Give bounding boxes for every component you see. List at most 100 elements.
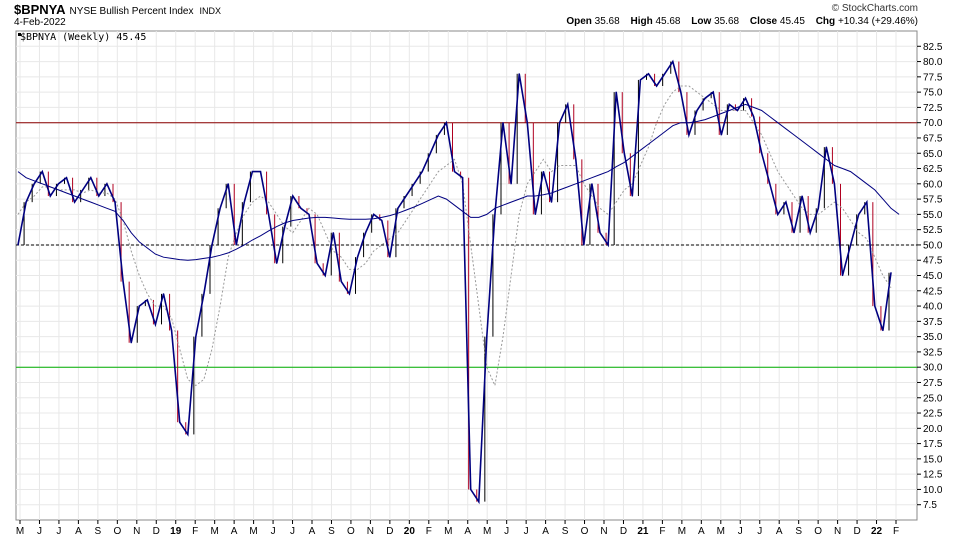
price-point: [130, 342, 132, 344]
y-tick-label: 77.5: [923, 72, 943, 83]
y-tick-label: 55.0: [923, 210, 943, 221]
legend-swatch: [18, 33, 21, 36]
price-point: [203, 293, 205, 295]
price-point: [785, 201, 787, 203]
ohlc-readout: Open 35.68 High 45.68 Low 35.68 Close 45…: [566, 16, 918, 27]
x-tick-label: M: [249, 526, 257, 537]
x-tick-label: J: [524, 526, 529, 537]
price-point: [235, 244, 237, 246]
price-point: [429, 152, 431, 154]
price-point: [364, 232, 367, 234]
y-tick-label: 22.5: [923, 409, 943, 420]
price-point: [445, 122, 448, 124]
x-tick-label: S: [795, 526, 802, 537]
price-point: [381, 219, 383, 222]
price-point: [308, 213, 310, 215]
x-tick-label: J: [757, 526, 762, 537]
price-point: [607, 244, 609, 246]
y-tick-label: 37.5: [923, 317, 943, 328]
x-tick-label: J: [271, 526, 276, 537]
chg-label: Chg: [815, 16, 836, 27]
price-point: [138, 305, 140, 307]
x-tick-label: O: [113, 526, 121, 537]
price-point: [623, 152, 625, 154]
price-point: [639, 79, 642, 81]
y-tick-label: 62.5: [923, 164, 943, 175]
y-tick-label: 50.0: [923, 240, 943, 251]
x-tick-label: N: [600, 526, 607, 537]
price-point: [57, 183, 60, 185]
y-tick-label: 70.0: [923, 118, 943, 129]
low-label: Low: [691, 16, 712, 27]
x-tick-label: 19: [170, 526, 182, 537]
y-tick-label: 15.0: [923, 454, 943, 465]
price-point: [777, 213, 779, 215]
price-point: [849, 244, 852, 246]
price-point: [550, 201, 553, 203]
x-tick-label: F: [426, 526, 432, 537]
price-point: [90, 177, 92, 179]
x-tick-label: N: [367, 526, 374, 537]
x-tick-label: J: [56, 526, 61, 537]
price-point: [486, 336, 488, 338]
price-point: [187, 433, 189, 436]
price-point: [332, 232, 334, 234]
x-tick-label: N: [834, 526, 841, 537]
y-tick-label: 65.0: [923, 149, 943, 160]
price-point: [405, 195, 407, 197]
price-point: [542, 170, 545, 173]
y-tick-label: 67.5: [923, 133, 943, 144]
price-point: [146, 299, 148, 301]
price-point: [696, 109, 698, 112]
y-tick-label: 35.0: [923, 332, 943, 343]
y-tick-label: 57.5: [923, 195, 943, 206]
x-tick-label: S: [328, 526, 335, 537]
x-tick-label: O: [347, 526, 355, 537]
y-tick-label: 82.5: [923, 42, 943, 53]
price-point: [801, 195, 803, 197]
price-point: [211, 244, 213, 246]
x-tick-label: D: [386, 526, 393, 537]
price-point: [567, 103, 569, 105]
open-value: 35.68: [594, 16, 620, 27]
x-tick-label: J: [504, 526, 509, 537]
chg-value: +10.34 (+29.46%): [837, 16, 918, 27]
close-value: 45.45: [779, 16, 805, 27]
x-tick-label: A: [464, 526, 471, 537]
x-tick-label: J: [37, 526, 42, 537]
price-point: [494, 213, 496, 215]
price-point: [761, 152, 763, 154]
price-point: [809, 232, 811, 234]
price-point: [728, 103, 730, 105]
x-tick-label: D: [153, 526, 160, 537]
x-tick-label: F: [659, 526, 665, 537]
price-point: [33, 183, 35, 185]
price-point: [833, 183, 836, 185]
price-point: [276, 262, 278, 264]
x-tick-label: N: [133, 526, 140, 537]
y-tick-label: 52.5: [923, 225, 943, 236]
price-point: [874, 305, 876, 307]
exchange: INDX: [199, 6, 222, 16]
price-point: [510, 183, 512, 185]
y-tick-label: 40.0: [923, 302, 943, 313]
price-point: [316, 262, 318, 264]
price-point: [502, 122, 504, 124]
x-tick-label: A: [75, 526, 82, 537]
price-point: [154, 323, 157, 325]
price-point: [655, 85, 658, 87]
x-tick-label: F: [192, 526, 198, 537]
price-point: [680, 91, 682, 93]
copyright[interactable]: © StockCharts.com: [831, 3, 918, 14]
price-point: [461, 177, 464, 179]
y-tick-label: 47.5: [923, 256, 943, 267]
price-point: [769, 183, 771, 185]
y-tick-label: 75.0: [923, 88, 943, 99]
x-tick-label: A: [776, 526, 783, 537]
price-point: [890, 272, 892, 274]
price-point: [817, 207, 819, 209]
price-point: [348, 293, 351, 295]
x-tick-label: M: [717, 526, 725, 537]
price-point: [712, 91, 714, 93]
